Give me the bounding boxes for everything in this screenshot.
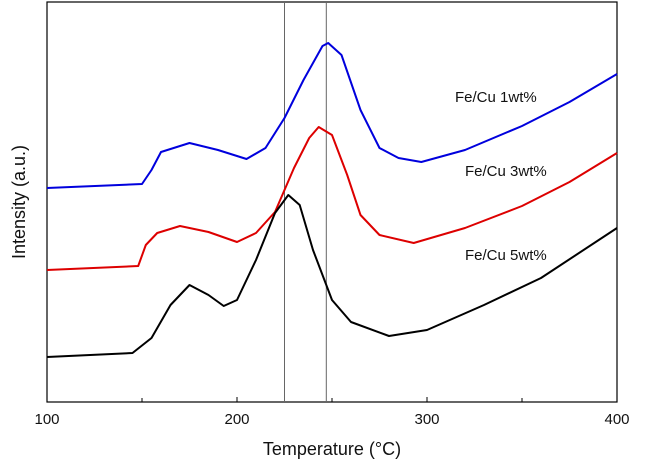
- x-tick-label: 400: [604, 411, 629, 428]
- series-label: Fe/Cu 1wt%: [455, 89, 537, 106]
- x-tick-label: 200: [224, 411, 249, 428]
- series-label: Fe/Cu 3wt%: [465, 163, 547, 180]
- x-tick-label: 100: [34, 411, 59, 428]
- x-tick-label: 300: [414, 411, 439, 428]
- x-axis-title: Temperature (°C): [263, 439, 401, 459]
- y-axis-title: Intensity (a.u.): [9, 145, 29, 259]
- series-line: [46, 126, 618, 271]
- series-line: [46, 194, 618, 358]
- series-line: [46, 42, 618, 189]
- series-label: Fe/Cu 5wt%: [465, 247, 547, 264]
